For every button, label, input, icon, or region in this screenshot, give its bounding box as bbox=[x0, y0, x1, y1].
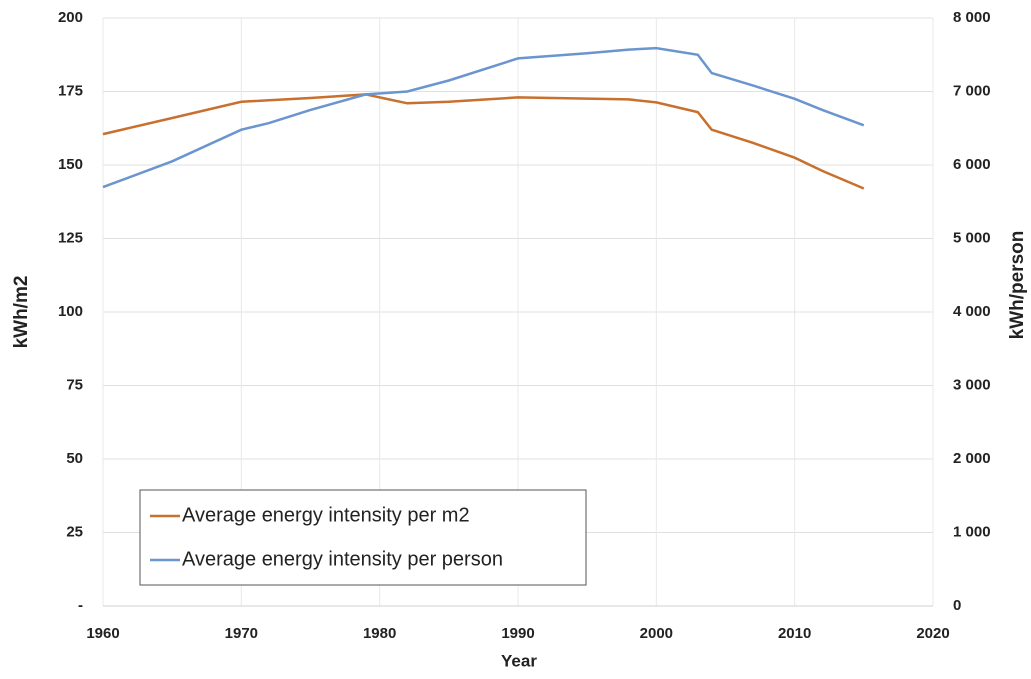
legend-label: Average energy intensity per person bbox=[182, 548, 503, 570]
y-tick-label: 175 bbox=[58, 82, 83, 99]
y2-tick-label: 8 000 bbox=[953, 9, 991, 26]
legend-label: Average energy intensity per m2 bbox=[182, 504, 470, 526]
x-tick-label: 1990 bbox=[501, 625, 534, 642]
y-tick-label: 100 bbox=[58, 303, 83, 320]
y2-tick-label: 6 000 bbox=[953, 156, 991, 173]
x-tick-label: 2010 bbox=[778, 625, 811, 642]
y2-tick-label: 7 000 bbox=[953, 82, 991, 99]
data-line bbox=[102, 93, 865, 190]
y-tick-label: 200 bbox=[58, 9, 83, 26]
y-tick-label: 150 bbox=[58, 156, 83, 173]
y2-tick-label: 5 000 bbox=[953, 229, 991, 246]
x-tick-label: 1970 bbox=[225, 625, 258, 642]
y-tick-label: 125 bbox=[58, 229, 83, 246]
y-axis-label: kWh/m2 bbox=[11, 276, 32, 349]
x-axis-label: Year bbox=[501, 651, 537, 670]
y2-tick-label: 0 bbox=[953, 597, 961, 614]
y2-tick-label: 1 000 bbox=[953, 523, 991, 540]
legend-box bbox=[139, 489, 587, 586]
y2-axis-label: kWh/person bbox=[1007, 231, 1028, 340]
y-tick-label: - bbox=[78, 597, 83, 614]
y-tick-label: 50 bbox=[66, 450, 83, 467]
y2-tick-label: 4 000 bbox=[953, 303, 991, 320]
x-tick-label: 1980 bbox=[363, 625, 396, 642]
y-tick-label: 75 bbox=[66, 376, 83, 393]
x-tick-label: 2000 bbox=[640, 625, 673, 642]
y2-tick-label: 3 000 bbox=[953, 376, 991, 393]
legend: Average energy intensity per m2 Average e… bbox=[139, 489, 587, 586]
x-tick-label: 1960 bbox=[86, 625, 119, 642]
y-tick-label: 25 bbox=[66, 523, 83, 540]
y2-tick-label: 2 000 bbox=[953, 450, 991, 467]
x-tick-label: 2020 bbox=[916, 625, 949, 642]
data-line bbox=[102, 46, 865, 189]
